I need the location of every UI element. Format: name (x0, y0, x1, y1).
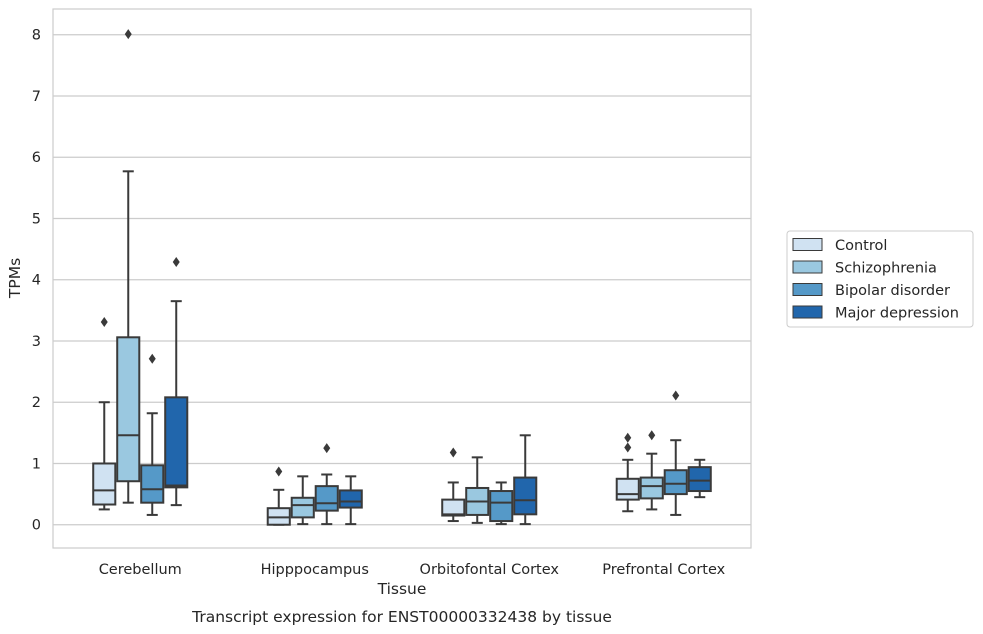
box-iqr (513, 476, 538, 516)
x-tick-label: Hipppocampus (261, 562, 369, 578)
legend-label: Major depression (835, 306, 959, 322)
box-major-depression (687, 458, 712, 499)
box-schizophrenia (639, 430, 664, 511)
x-tick-label: Cerebellum (99, 562, 182, 578)
legend-swatch (792, 283, 823, 296)
x-tick-label: Orbitofontal Cortex (420, 562, 560, 578)
y-tick-label: 7 (32, 89, 41, 105)
legend-frame (786, 230, 974, 328)
y-tick-label: 6 (32, 150, 41, 166)
box-bipolar-disorder (314, 443, 339, 526)
y-tick-label: 5 (32, 211, 41, 227)
box-major-depression (513, 434, 538, 526)
box-iqr (314, 485, 339, 512)
box-control (92, 316, 117, 511)
legend: Control Schizophrenia Bipolar disorder Majo… (786, 230, 974, 328)
box-schizophrenia (465, 456, 490, 524)
legend-swatch (792, 305, 823, 319)
outlier-point (624, 442, 632, 453)
box-iqr (92, 462, 117, 506)
outlier-point (275, 466, 283, 477)
box-bipolar-disorder (140, 353, 165, 516)
box-iqr (663, 469, 688, 496)
outlier-point (449, 447, 457, 458)
y-tick-label: 4 (32, 273, 41, 289)
legend-label: Bipolar disorder (835, 283, 950, 299)
box-control (441, 447, 466, 523)
box-iqr (639, 476, 664, 500)
box-iqr (290, 496, 315, 519)
box-iqr (116, 336, 141, 483)
outlier-point (323, 443, 331, 454)
box-bipolar-disorder (489, 481, 514, 526)
legend-items: Control Schizophrenia Bipolar disorder Majo… (792, 238, 959, 322)
legend-label: Control (835, 238, 887, 254)
y-axis-title: TPMs (6, 258, 24, 299)
box-major-depression (338, 475, 363, 526)
box-schizophrenia (290, 475, 315, 526)
box-plots (92, 29, 712, 526)
box-bipolar-disorder (663, 390, 688, 516)
y-tick-label: 0 (32, 518, 41, 534)
box-major-depression (164, 256, 189, 507)
y-tick-label: 2 (32, 395, 41, 411)
box-control (615, 432, 640, 513)
box-iqr (687, 466, 712, 493)
outlier-point (624, 432, 632, 443)
box-iqr (441, 498, 466, 517)
box-iqr (489, 490, 514, 523)
box-control (266, 466, 291, 526)
outlier-point (172, 256, 180, 267)
y-axis-ticks: 0 1 2 3 4 5 6 7 8 (32, 28, 41, 534)
x-tick-label: Prefrontal Cortex (602, 562, 725, 578)
chart-caption: Transcript expression for ENST0000033243… (191, 608, 612, 626)
box-schizophrenia (116, 29, 141, 504)
y-tick-label: 3 (32, 334, 41, 350)
outlier-point (148, 353, 156, 364)
outlier-point (124, 29, 132, 40)
legend-swatch (792, 260, 823, 274)
outlier-point (100, 316, 108, 327)
legend-swatch (792, 238, 823, 251)
box-iqr (338, 489, 363, 509)
outlier-point (648, 430, 656, 441)
box-iqr (164, 396, 189, 489)
plot-area-frame (52, 8, 752, 549)
box-iqr (140, 464, 165, 504)
box-iqr (615, 477, 640, 501)
y-tick-label: 8 (32, 28, 41, 44)
x-axis-ticks: Cerebellum Hipppocampus Orbitofontal Corte… (99, 562, 726, 578)
legend-label: Schizophrenia (835, 261, 937, 277)
outlier-point (672, 390, 680, 401)
y-tick-label: 1 (32, 456, 41, 472)
x-axis-title: Tissue (377, 580, 427, 598)
